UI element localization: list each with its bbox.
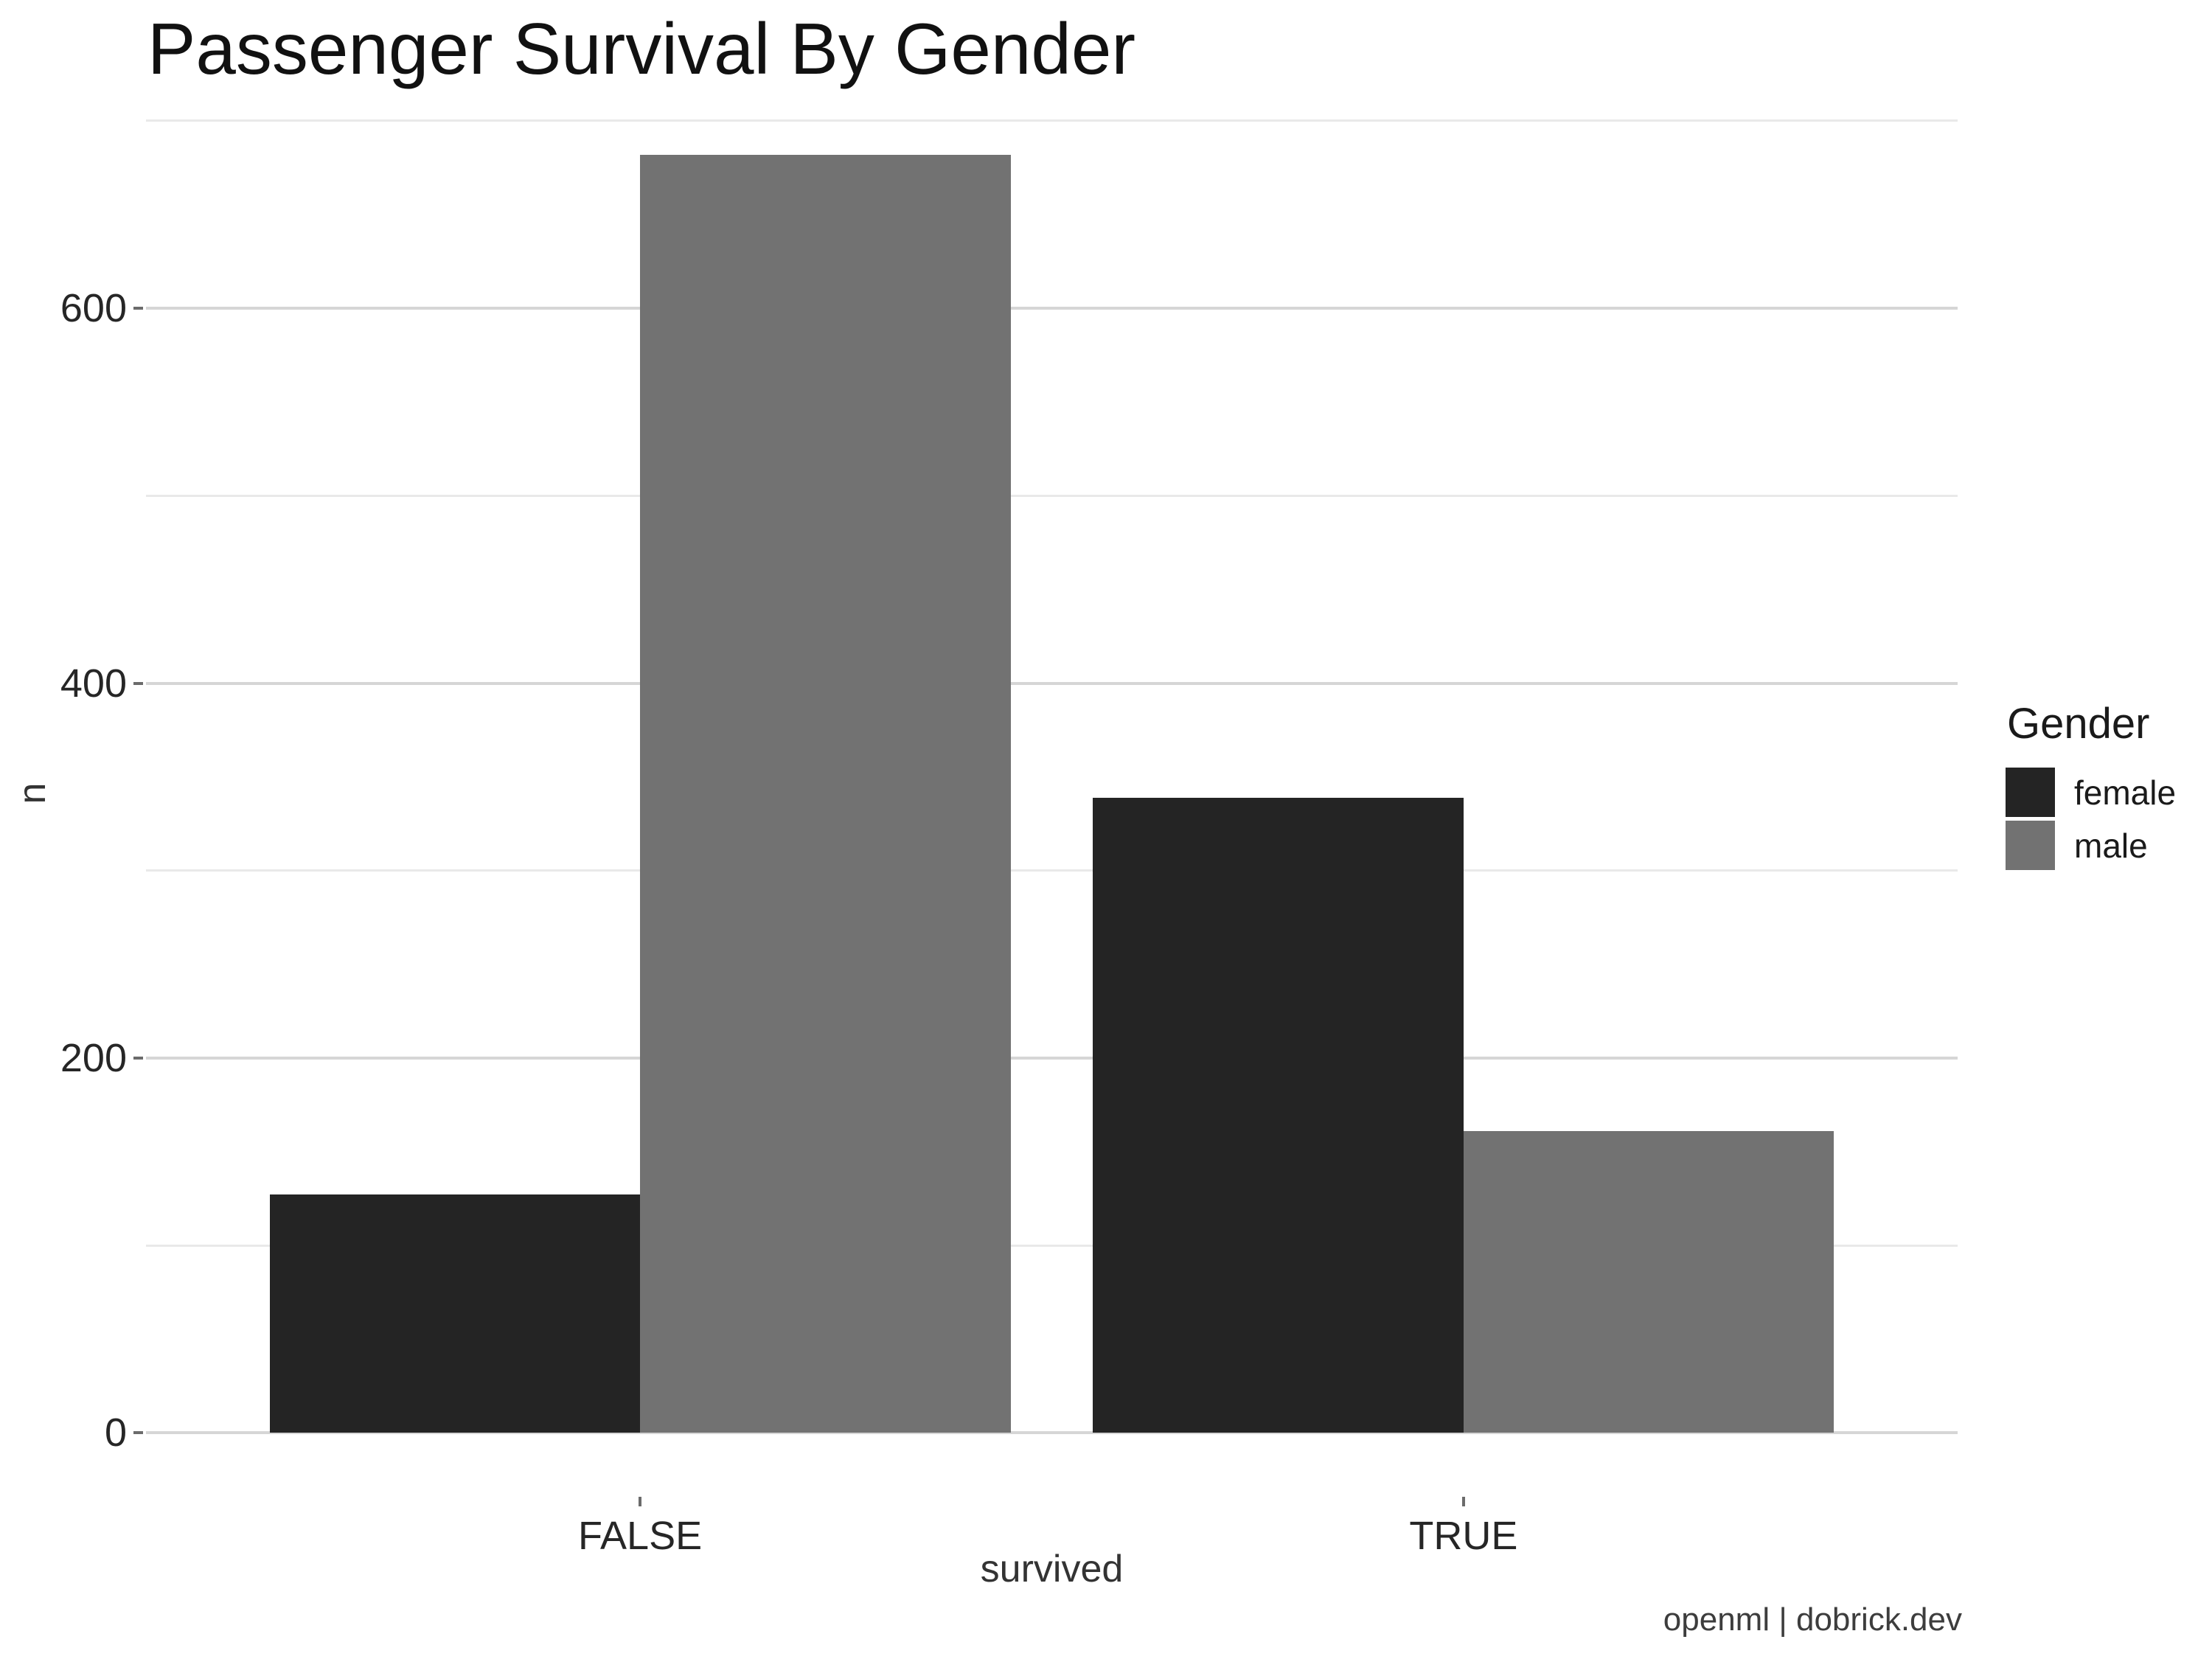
y-tick-label-200: 200 <box>60 1035 127 1080</box>
gridline-minor-700 <box>146 119 1958 122</box>
legend-item-male: male <box>2006 821 2176 870</box>
y-tick-label-400: 400 <box>60 661 127 706</box>
gridline-minor-500 <box>146 494 1958 497</box>
y-tick-200 <box>133 1056 143 1060</box>
gridline-minor-100 <box>146 1244 1958 1247</box>
gridline-major-200 <box>146 1056 1958 1060</box>
x-tick-label-true: TRUE <box>1409 1514 1518 1558</box>
x-axis-title: survived <box>980 1548 1124 1590</box>
bar-true-female <box>1093 797 1464 1433</box>
gridline-major-400 <box>146 681 1958 685</box>
bar-false-female <box>269 1194 641 1433</box>
legend-label-male: male <box>2074 826 2148 865</box>
y-tick-label-0: 0 <box>104 1411 127 1455</box>
x-tick-true <box>1461 1497 1465 1506</box>
legend-item-female: female <box>2006 768 2176 817</box>
caption: openml | dobrick.dev <box>1663 1601 1962 1638</box>
legend-swatch-male <box>2006 821 2055 870</box>
bar-false-male <box>640 154 1011 1433</box>
plot-panel <box>146 91 1958 1497</box>
y-tick-label-600: 600 <box>60 286 127 331</box>
legend-label-female: female <box>2074 773 2177 812</box>
x-tick-label-false: FALSE <box>578 1514 703 1558</box>
legend-title: Gender <box>2007 700 2150 748</box>
bar-true-male <box>1463 1131 1834 1433</box>
plot-title: Passenger Survival By Gender <box>147 8 1135 89</box>
y-tick-600 <box>133 307 143 310</box>
legend: Gender female male <box>2006 699 2176 874</box>
gridline-major-600 <box>146 307 1958 310</box>
y-tick-400 <box>133 681 143 685</box>
y-axis-title: n <box>11 782 54 804</box>
gridline-minor-300 <box>146 869 1958 872</box>
gridline-major-0 <box>146 1431 1958 1435</box>
y-tick-0 <box>133 1431 143 1435</box>
legend-swatch-female <box>2006 768 2055 817</box>
legend-rows: female male <box>2006 768 2176 870</box>
x-tick-false <box>639 1497 642 1506</box>
